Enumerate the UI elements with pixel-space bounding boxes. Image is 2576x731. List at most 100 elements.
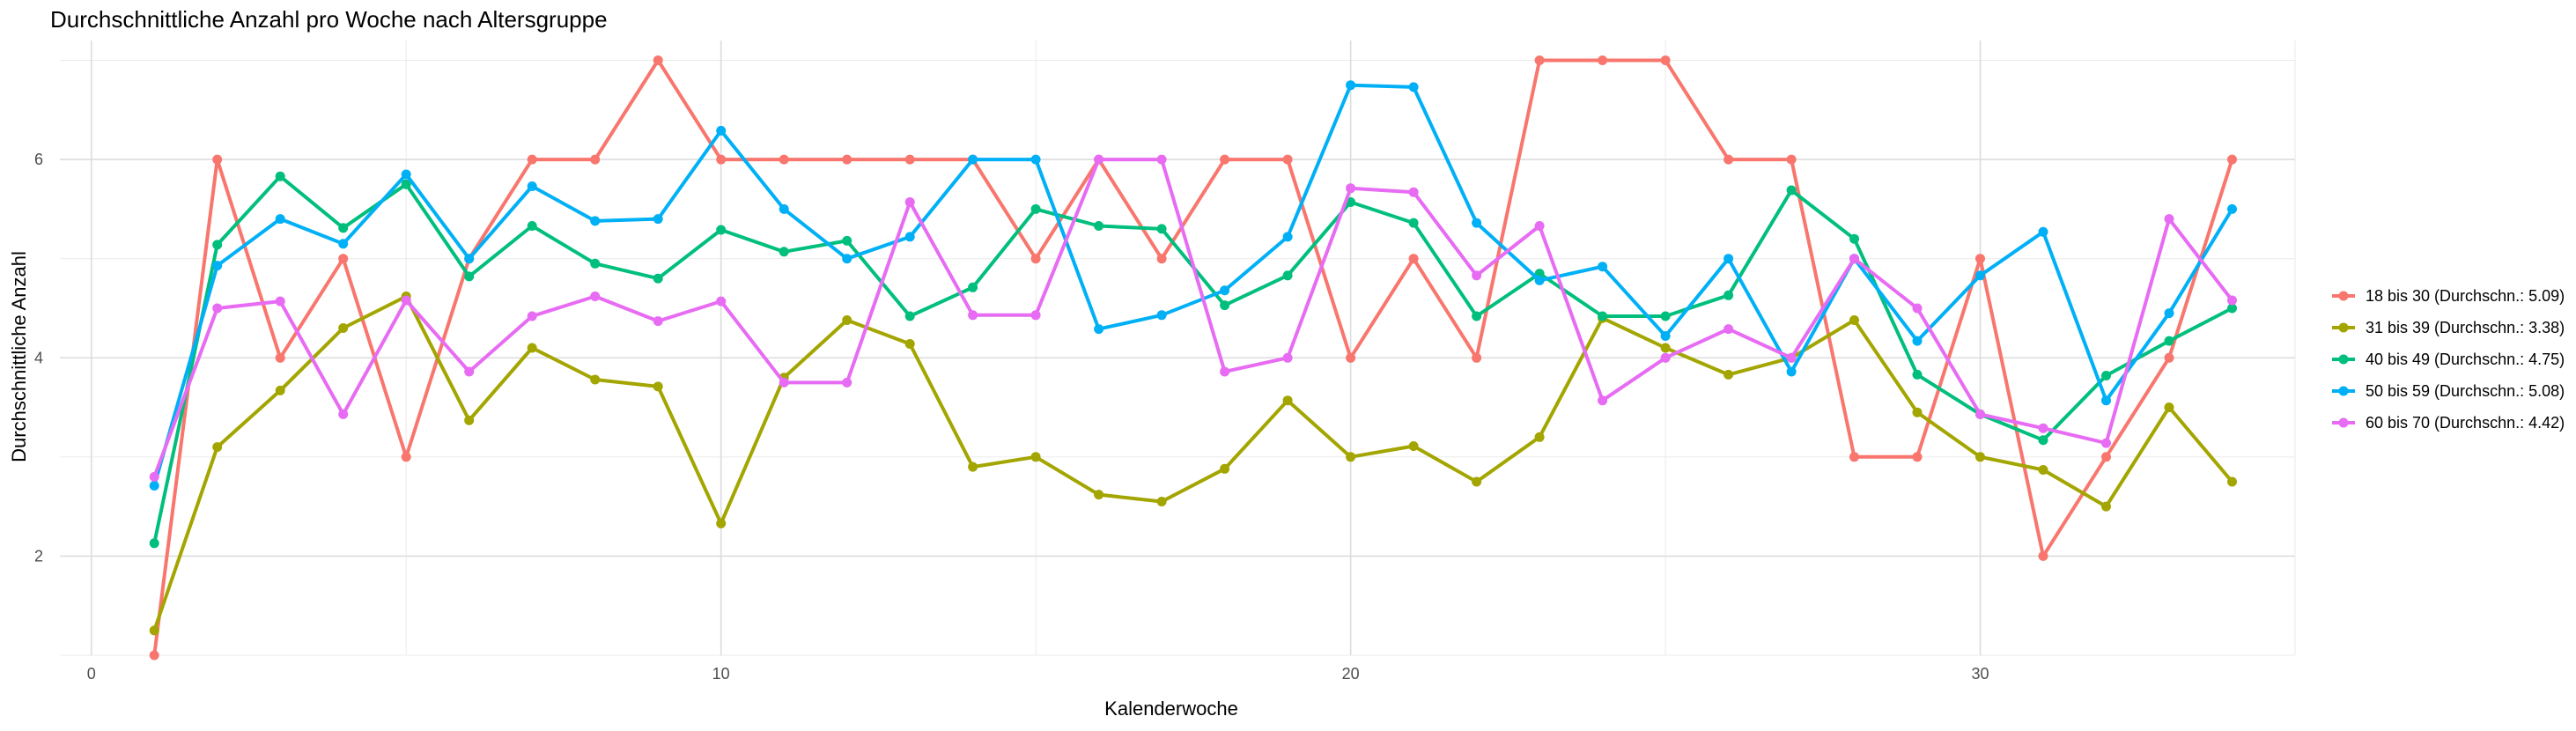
data-point <box>2164 336 2174 346</box>
data-series <box>149 55 2237 661</box>
data-point <box>1786 366 1797 377</box>
data-point <box>1723 254 1734 264</box>
data-point <box>2227 303 2237 314</box>
data-point <box>904 154 915 165</box>
data-point <box>1094 324 1104 335</box>
legend-label: 40 bis 49 (Durchschn.: 4.75) <box>2366 351 2565 368</box>
data-point <box>653 55 663 65</box>
data-point <box>716 296 727 306</box>
data-point <box>1723 324 1734 335</box>
data-point <box>1472 218 1482 228</box>
data-point <box>1660 331 1671 341</box>
data-point <box>149 538 159 549</box>
data-point <box>779 154 789 165</box>
data-point <box>212 303 223 314</box>
data-point <box>1156 154 1167 165</box>
data-point <box>1849 233 1859 244</box>
data-point <box>1912 336 1923 346</box>
data-point <box>212 442 223 453</box>
data-point <box>842 235 853 246</box>
data-point <box>842 377 853 388</box>
data-point <box>1598 262 1608 272</box>
data-point <box>1912 452 1923 462</box>
x-axis-label: Kalenderwoche <box>1104 698 1238 720</box>
data-point <box>842 315 853 325</box>
data-point <box>1534 221 1545 231</box>
data-point <box>2101 452 2111 462</box>
data-point <box>212 154 223 165</box>
legend-label: 60 bis 70 (Durchschn.: 4.42) <box>2366 414 2565 432</box>
data-point <box>1660 343 1671 353</box>
data-point <box>464 415 475 425</box>
data-point <box>149 471 159 482</box>
data-point <box>1849 315 1859 325</box>
data-point <box>338 239 349 249</box>
data-point <box>1598 395 1608 406</box>
data-point <box>842 254 853 264</box>
data-point <box>2164 214 2174 225</box>
data-point <box>1534 275 1545 285</box>
data-point <box>2227 154 2237 165</box>
legend-item: 31 bis 39 (Durchschn.: 3.38) <box>2332 319 2565 336</box>
data-point <box>338 223 349 233</box>
legend-item: 18 bis 30 (Durchschn.: 5.09) <box>2332 287 2565 305</box>
data-point <box>1282 395 1293 406</box>
data-point <box>1408 82 1419 92</box>
data-point <box>464 366 475 377</box>
data-point <box>2164 352 2174 363</box>
data-point <box>2227 476 2237 487</box>
data-point <box>401 452 411 462</box>
data-point <box>590 258 601 269</box>
data-point <box>275 352 285 363</box>
data-point <box>2227 203 2237 214</box>
data-point <box>716 518 727 528</box>
legend-item: 40 bis 49 (Durchschn.: 4.75) <box>2332 351 2565 368</box>
data-point <box>1975 452 1985 462</box>
data-point <box>1786 154 1797 165</box>
y-tick-label: 2 <box>34 547 43 565</box>
data-point <box>968 310 978 321</box>
legend-item: 50 bis 59 (Durchschn.: 5.08) <box>2332 382 2565 400</box>
data-point <box>1282 154 1293 165</box>
series-line <box>152 83 2234 488</box>
data-point <box>968 461 978 472</box>
data-point <box>779 203 789 214</box>
data-point <box>212 261 223 271</box>
data-point <box>1723 154 1734 165</box>
x-tick-label: 0 <box>87 665 96 683</box>
data-point <box>2101 371 2111 380</box>
legend-key-point <box>2338 354 2349 365</box>
data-point <box>779 247 789 257</box>
y-tick-label: 4 <box>34 349 43 366</box>
data-point <box>401 295 411 306</box>
data-point <box>1156 254 1167 264</box>
data-point <box>527 311 537 321</box>
data-point <box>1030 154 1041 165</box>
data-point <box>1408 218 1419 228</box>
data-point <box>527 343 537 353</box>
series-3 <box>149 171 2237 549</box>
data-point <box>1408 187 1419 197</box>
data-point <box>1408 254 1419 264</box>
series-line <box>152 58 2234 657</box>
legend: 18 bis 30 (Durchschn.: 5.09) 31 bis 39 (D… <box>2332 287 2565 432</box>
data-point <box>716 225 727 235</box>
data-point <box>2101 501 2111 512</box>
series-5 <box>149 154 2237 482</box>
legend-key-point <box>2338 322 2349 333</box>
data-point <box>1156 310 1167 321</box>
data-point <box>590 292 601 301</box>
data-point <box>1472 311 1482 321</box>
data-point <box>1975 254 1985 264</box>
legend-key-point <box>2338 417 2349 428</box>
data-point <box>149 625 159 636</box>
legend-label: 31 bis 39 (Durchschn.: 3.38) <box>2366 319 2565 336</box>
series-line <box>152 174 2234 545</box>
data-point <box>527 221 537 231</box>
data-point <box>2101 438 2111 448</box>
data-point <box>1094 490 1104 500</box>
data-point <box>2227 295 2237 306</box>
data-point <box>1094 221 1104 231</box>
